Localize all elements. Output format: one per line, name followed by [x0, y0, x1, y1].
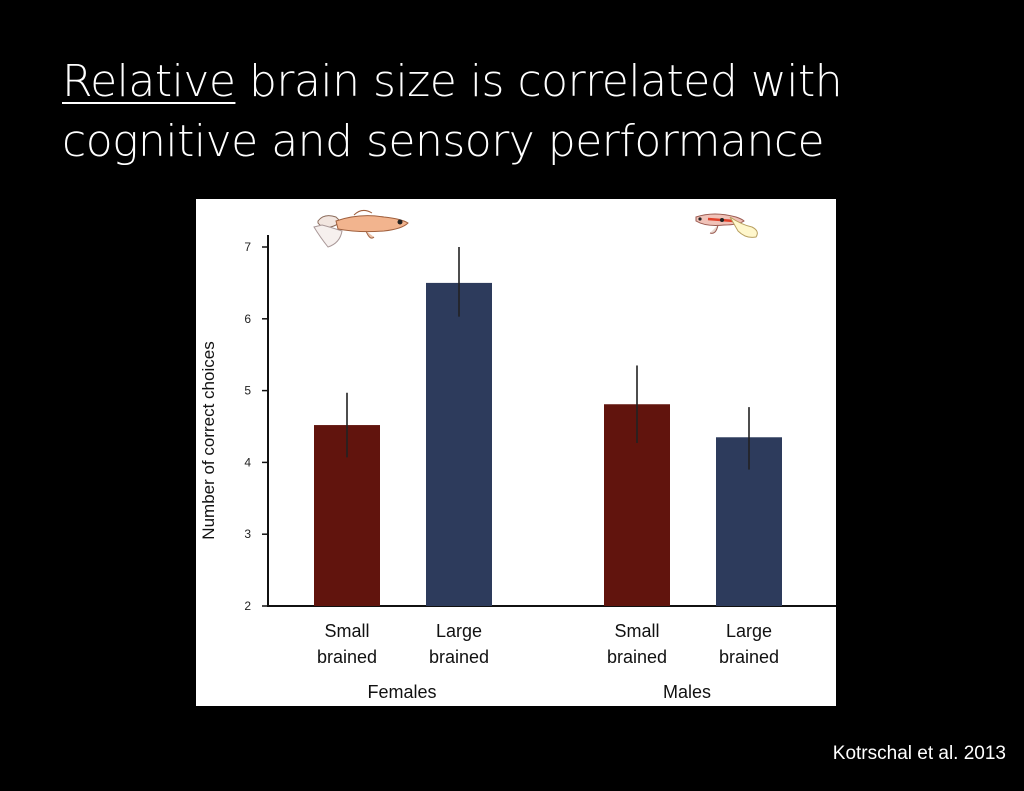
female-guppy-icon: [313, 209, 409, 248]
male-guppy-icon: [695, 213, 758, 238]
category-label-line2: brained: [429, 647, 489, 667]
group-label-females: Females: [367, 682, 436, 702]
chart-bars: [314, 247, 782, 606]
y-tick-label: 4: [244, 455, 251, 469]
y-tick-label: 5: [244, 384, 251, 398]
category-label-line1: Small: [614, 621, 659, 641]
category-label-line2: brained: [719, 647, 779, 667]
slide-title: Relative brain size is correlated with co…: [62, 52, 962, 172]
y-tick-label: 3: [244, 527, 251, 541]
title-underlined-word: Relative: [62, 56, 236, 107]
category-label-line2: brained: [607, 647, 667, 667]
title-line2: cognitive and sensory performance: [62, 116, 825, 167]
y-axis-label: Number of correct choices: [199, 341, 218, 539]
bar-females-large-brained: [426, 282, 492, 606]
chart-labels: Small brained Large brained Females Small brai…: [317, 621, 779, 702]
y-tick-label: 6: [244, 312, 251, 326]
category-label-line1: Small: [324, 621, 369, 641]
y-tick-label: 7: [244, 240, 251, 254]
title-line1-rest: brain size is correlated with: [235, 56, 843, 107]
category-label-line2: brained: [317, 647, 377, 667]
bar-chart: 2 3 4 5 6 7 Number of correct choices Small bra…: [199, 209, 836, 702]
group-label-males: Males: [663, 682, 711, 702]
citation: Kotrschal et al. 2013: [832, 743, 1006, 764]
bar-chart-figure: 2 3 4 5 6 7 Number of correct choices Small bra…: [196, 199, 836, 706]
category-label-line1: Large: [726, 621, 772, 641]
category-label-line1: Large: [436, 621, 482, 641]
y-tick-label: 2: [244, 599, 251, 613]
